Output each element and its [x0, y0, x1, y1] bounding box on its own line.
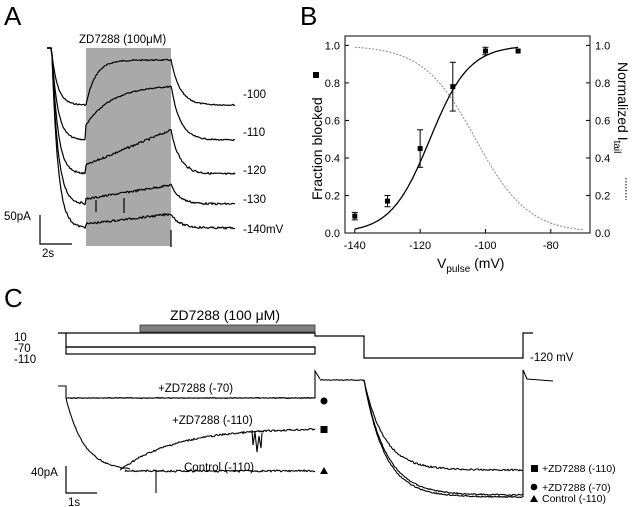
- panel-c-drug-label: ZD7288 (100 μM): [170, 307, 280, 323]
- data-point: [482, 48, 488, 54]
- y-tick-label-right: 1.0: [595, 40, 610, 52]
- trace-step-post: [319, 379, 365, 382]
- y-tick-label-left: 0.4: [325, 153, 340, 165]
- data-point: [352, 213, 358, 219]
- marker-triangle: [320, 467, 328, 474]
- panel-a-drug-label: ZD7288 (100μM): [79, 34, 166, 46]
- block-fit-curve: [354, 46, 519, 230]
- marker-square: [320, 426, 328, 433]
- plot-frame: [344, 35, 591, 234]
- data-point: [515, 48, 521, 54]
- y-tick-label-right: 0.8: [595, 78, 610, 90]
- panel-a-trace: [47, 47, 236, 230]
- legend-square-icon: [531, 465, 538, 472]
- panel-b-letter: B: [300, 1, 317, 31]
- trace-label-110: -110: [243, 127, 265, 139]
- legend-circle-icon: [530, 483, 538, 491]
- trace-label-120: -120: [243, 165, 266, 177]
- x-tick-label: -80: [543, 240, 559, 252]
- trace-label-zd-110: +ZD7288 (-110): [172, 415, 253, 427]
- trace-initial-decay: [65, 397, 131, 470]
- trace-label-100: -100: [243, 89, 266, 101]
- drug-bar: [139, 324, 316, 333]
- activation-curve: [354, 46, 584, 231]
- data-point: [417, 146, 423, 152]
- panel-a-trace: [47, 47, 236, 107]
- data-points: [351, 46, 521, 221]
- y-axis-left-label: Fraction blocked: [309, 97, 325, 200]
- legend-triangle-icon: [530, 495, 538, 502]
- panel-a-scale-current: 50pA: [4, 211, 31, 223]
- panel-a-scale-time: 2s: [42, 248, 54, 260]
- legend-zd-110: +ZD7288 (-110): [542, 463, 616, 475]
- x-axis-label: Vpulse (mV): [437, 255, 504, 275]
- trace-label-140: -140mV: [243, 224, 284, 236]
- y-axis-right-label: Normalized Itail: [611, 62, 631, 153]
- trace-tail-return: [522, 369, 554, 497]
- trace-zd-70: [67, 396, 316, 400]
- y-tick-label-right: 0.2: [595, 190, 610, 202]
- y-tick-label-left: 0.6: [325, 115, 340, 127]
- panel-a-trace: [47, 47, 236, 176]
- panel-a-traces: [47, 47, 236, 247]
- legend-control: Control (-110): [542, 493, 606, 505]
- protocol-end-label: -120 mV: [530, 352, 574, 364]
- data-point: [384, 198, 390, 204]
- panel-c-traces: [58, 369, 554, 499]
- y-tick-label-right: 0.6: [595, 115, 610, 127]
- panel-a-letter: A: [4, 1, 22, 31]
- protocol-level-70: -70: [14, 343, 31, 355]
- panel-a-trace: [47, 47, 236, 142]
- voltage-protocol: [58, 332, 533, 359]
- left-axis-marker-square: [313, 72, 319, 78]
- trace-post-zd-70: [363, 379, 524, 497]
- trace-control: [124, 469, 316, 473]
- trace-label-zd-70: +ZD7288 (-70): [158, 383, 233, 395]
- panel-c-letter: C: [4, 283, 23, 313]
- protocol-level-10: 10: [14, 332, 27, 344]
- y-tick-label-right: 0.0: [595, 228, 610, 240]
- x-tick-label: -140: [344, 240, 366, 252]
- trace-post-control: [363, 379, 524, 499]
- y-tick-label-left: 0.8: [325, 78, 340, 90]
- y-tick-label-left: 0.0: [325, 228, 340, 240]
- y-tick-label-left: 1.0: [325, 40, 340, 52]
- x-tick-label: -100: [474, 240, 496, 252]
- panel-a-scale-bar: [39, 215, 72, 245]
- trace-zd-110: [119, 427, 316, 471]
- x-tick-label: -120: [409, 240, 431, 252]
- panel-b-ticks: -140 -120 -100 -80 0.0 0.0 0.2 0.2 0.4 0.4 0.6 0.6 0…: [325, 40, 611, 252]
- trace-zd-110-artifact: [251, 429, 263, 453]
- protocol-level-110: -110: [14, 354, 36, 366]
- panel-c-scale-current: 40pA: [31, 467, 58, 479]
- data-point: [450, 84, 456, 90]
- marker-circle: [320, 397, 328, 405]
- trace-label-130: -130: [243, 194, 266, 206]
- trace-post-zd-110: [363, 380, 524, 472]
- panel-a-trace: [47, 47, 236, 206]
- legend-zd-70: +ZD7288 (-70): [542, 482, 611, 494]
- panel-c-scale-bar: [65, 466, 97, 494]
- trace-label-control: Control (-110): [184, 462, 254, 474]
- y-tick-label-right: 0.4: [595, 153, 610, 165]
- y-tick-label-left: 0.2: [325, 190, 340, 202]
- panel-c-scale-time: 1s: [68, 497, 80, 507]
